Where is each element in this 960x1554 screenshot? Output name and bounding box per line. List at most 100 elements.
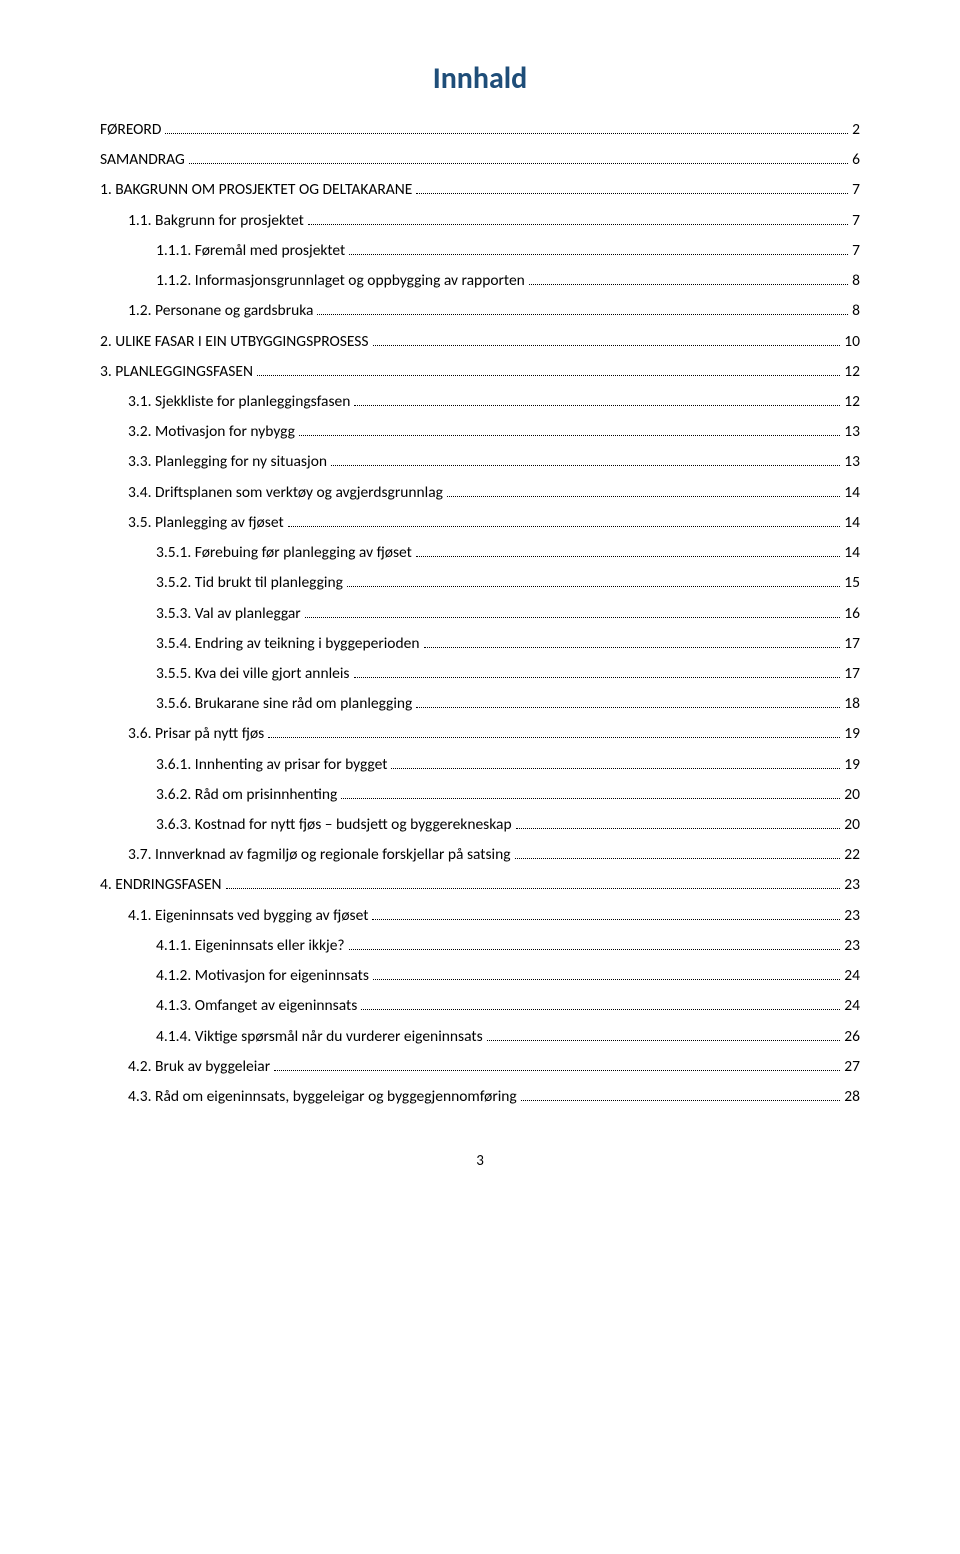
toc-entry: 3.5.3. Val av planleggar 16 — [100, 599, 860, 629]
toc-label: FØREORD — [100, 115, 161, 145]
toc-leader-dots — [424, 647, 841, 648]
toc-page: 7 — [852, 236, 860, 266]
toc-page: 10 — [844, 327, 860, 357]
toc-label: 3.3. Planlegging for ny situasjon — [128, 447, 327, 477]
toc-leader-dots — [305, 617, 841, 618]
toc-entry: 3.6.1. Innhenting av prisar for bygget 1… — [100, 750, 860, 780]
toc-leader-dots — [354, 677, 841, 678]
toc-entry: 4. ENDRINGSFASEN 23 — [100, 870, 860, 900]
toc-label: 1. BAKGRUNN OM PROSJEKTET OG DELTAKARANE — [100, 175, 412, 205]
toc-entry: 3.6. Prisar på nytt fjøs 19 — [100, 719, 860, 749]
toc-label: 3.6. Prisar på nytt fjøs — [128, 719, 264, 749]
toc-page: 8 — [852, 296, 860, 326]
toc-leader-dots — [487, 1040, 841, 1041]
toc-entry: 4.2. Bruk av byggeleiar 27 — [100, 1052, 860, 1082]
toc-leader-dots — [165, 133, 848, 134]
toc-page: 12 — [844, 387, 860, 417]
toc-label: 3.5.5. Kva dei ville gjort annleis — [156, 659, 350, 689]
toc-label: 3.2. Motivasjon for nybygg — [128, 417, 295, 447]
toc-leader-dots — [354, 405, 840, 406]
toc-page: 26 — [844, 1022, 860, 1052]
toc-leader-dots — [373, 345, 841, 346]
toc-leader-dots — [299, 435, 840, 436]
toc-leader-dots — [331, 465, 840, 466]
toc-page: 12 — [844, 357, 860, 387]
toc-label: 4. ENDRINGSFASEN — [100, 870, 222, 900]
toc-label: 3.5.3. Val av planleggar — [156, 599, 301, 629]
toc-page: 20 — [844, 810, 860, 840]
toc-page: 7 — [852, 206, 860, 236]
toc-label: 3.4. Driftsplanen som verktøy og avgjerd… — [128, 478, 443, 508]
toc-entry: 4.1. Eigeninnsats ved bygging av fjøset … — [100, 901, 860, 931]
toc-page: 23 — [844, 870, 860, 900]
toc-entry: 3.6.3. Kostnad for nytt fjøs – budsjett … — [100, 810, 860, 840]
toc-page: 7 — [852, 175, 860, 205]
toc-page: 28 — [844, 1082, 860, 1112]
toc-page: 15 — [844, 568, 860, 598]
toc-label: 3.6.3. Kostnad for nytt fjøs – budsjett … — [156, 810, 512, 840]
toc-page: 16 — [844, 599, 860, 629]
toc-page: 27 — [844, 1052, 860, 1082]
toc-page: 19 — [844, 750, 860, 780]
toc-label: 4.3. Råd om eigeninnsats, byggeleigar og… — [128, 1082, 517, 1112]
toc-page: 14 — [844, 538, 860, 568]
toc-leader-dots — [341, 798, 840, 799]
toc-label: SAMANDRAG — [100, 145, 185, 175]
toc-label: 4.1.4. Viktige spørsmål når du vurderer … — [156, 1022, 483, 1052]
toc-label: 4.1.3. Omfanget av eigeninnsats — [156, 991, 357, 1021]
toc-page: 23 — [844, 931, 860, 961]
toc-page: 23 — [844, 901, 860, 931]
toc-label: 3.5.6. Brukarane sine råd om planlegging — [156, 689, 412, 719]
toc-label: 3.1. Sjekkliste for planleggingsfasen — [128, 387, 350, 417]
toc-entry: 3.5. Planlegging av fjøset 14 — [100, 508, 860, 538]
toc-leader-dots — [391, 768, 840, 769]
toc-leader-dots — [317, 314, 848, 315]
toc-leader-dots — [416, 707, 840, 708]
toc-entry: 3.3. Planlegging for ny situasjon 13 — [100, 447, 860, 477]
toc-leader-dots — [274, 1070, 840, 1071]
toc-entry: SAMANDRAG 6 — [100, 145, 860, 175]
toc-entry: 4.3. Råd om eigeninnsats, byggeleigar og… — [100, 1082, 860, 1112]
toc-entry: 4.1.1. Eigeninnsats eller ikkje? 23 — [100, 931, 860, 961]
toc-page: 13 — [844, 447, 860, 477]
toc-leader-dots — [349, 949, 841, 950]
toc-entry: 1.1.1. Føremål med prosjektet 7 — [100, 236, 860, 266]
toc-leader-dots — [288, 526, 841, 527]
toc-leader-dots — [516, 828, 841, 829]
toc-entry: FØREORD 2 — [100, 115, 860, 145]
toc-entry: 2. ULIKE FASAR I EIN UTBYGGINGSPROSESS 1… — [100, 327, 860, 357]
toc-leader-dots — [189, 163, 848, 164]
toc-label: 4.2. Bruk av byggeleiar — [128, 1052, 270, 1082]
toc-leader-dots — [521, 1100, 841, 1101]
toc-label: 1.1.1. Føremål med prosjektet — [156, 236, 345, 266]
toc-label: 1.2. Personane og gardsbruka — [128, 296, 313, 326]
toc-entry: 3.7. Innverknad av fagmiljø og regionale… — [100, 840, 860, 870]
toc-entry: 1. BAKGRUNN OM PROSJEKTET OG DELTAKARANE… — [100, 175, 860, 205]
toc-leader-dots — [268, 737, 840, 738]
toc-label: 4.1. Eigeninnsats ved bygging av fjøset — [128, 901, 368, 931]
toc-leader-dots — [308, 224, 848, 225]
toc-leader-dots — [373, 979, 840, 980]
toc-entry: 1.1.2. Informasjonsgrunnlaget og oppbygg… — [100, 266, 860, 296]
page-title: Innhald — [100, 60, 860, 97]
toc-leader-dots — [226, 888, 841, 889]
page-number: 3 — [100, 1152, 860, 1170]
toc-leader-dots — [416, 193, 848, 194]
toc-leader-dots — [372, 919, 840, 920]
toc-label: 3.7. Innverknad av fagmiljø og regionale… — [128, 840, 511, 870]
toc-page: 17 — [844, 629, 860, 659]
toc-label: 2. ULIKE FASAR I EIN UTBYGGINGSPROSESS — [100, 327, 369, 357]
toc-page: 8 — [852, 266, 860, 296]
toc-page: 18 — [844, 689, 860, 719]
toc-entry: 1.2. Personane og gardsbruka 8 — [100, 296, 860, 326]
toc-entry: 3.1. Sjekkliste for planleggingsfasen 12 — [100, 387, 860, 417]
toc-page: 24 — [844, 991, 860, 1021]
toc-page: 6 — [852, 145, 860, 175]
toc-leader-dots — [416, 556, 840, 557]
toc-label: 1.1.2. Informasjonsgrunnlaget og oppbygg… — [156, 266, 525, 296]
toc-entry: 3.4. Driftsplanen som verktøy og avgjerd… — [100, 478, 860, 508]
toc-leader-dots — [349, 254, 848, 255]
toc-entry: 3.6.2. Råd om prisinnhenting 20 — [100, 780, 860, 810]
toc-page: 2 — [852, 115, 860, 145]
toc-label: 3.5.1. Førebuing før planlegging av fjøs… — [156, 538, 412, 568]
